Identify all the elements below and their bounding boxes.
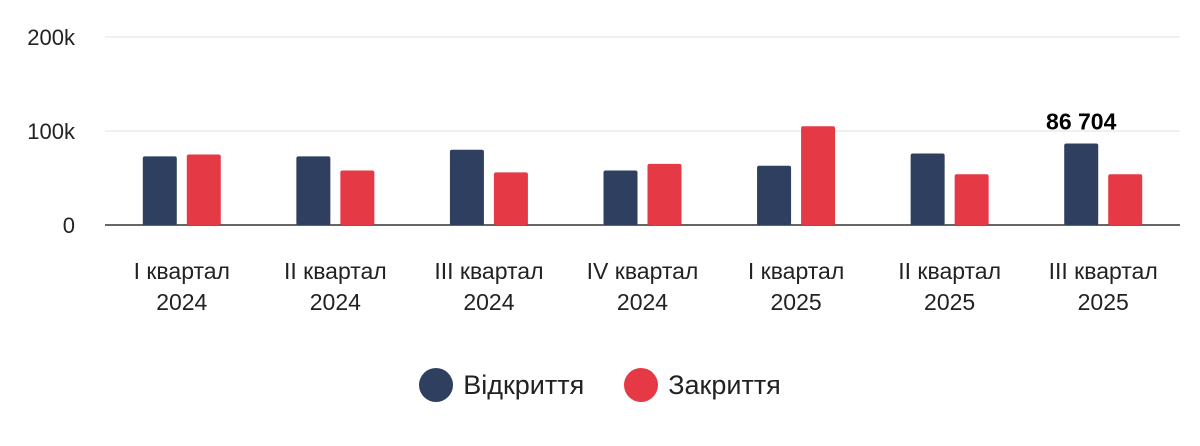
x-tick-label: 2024 [310, 289, 361, 315]
x-tick-label: I квартал [748, 258, 844, 284]
bar-closing[interactable] [493, 172, 528, 225]
x-tick-label: 2025 [924, 289, 975, 315]
legend-item-closing[interactable]: Закриття [624, 368, 781, 402]
bar-closing[interactable] [340, 170, 375, 225]
bar-closing[interactable] [186, 154, 221, 226]
x-tick-label: 2025 [770, 289, 821, 315]
x-tick-label: 2024 [463, 289, 514, 315]
bar-closing[interactable] [954, 174, 989, 225]
x-tick-label: I квартал [134, 258, 230, 284]
bar-opening[interactable] [449, 149, 484, 225]
bar-opening[interactable] [603, 170, 638, 225]
x-tick-label: 2024 [156, 289, 207, 315]
legend: Відкриття Закриття [0, 368, 1200, 402]
bar-opening[interactable] [296, 156, 331, 225]
legend-label-opening: Відкриття [463, 369, 585, 400]
bar-closing[interactable] [801, 126, 836, 225]
legend-item-opening[interactable]: Відкриття [419, 368, 584, 402]
legend-swatch-opening [419, 368, 454, 402]
x-tick-label: III квартал [1049, 258, 1158, 284]
bar-closing[interactable] [647, 163, 682, 225]
bar-opening[interactable] [142, 156, 177, 225]
bar-chart: 0 100k 200k I квартал 2024 II квартал 2024 III … [27, 25, 1180, 315]
x-tick-label: 2025 [1078, 289, 1129, 315]
x-tick-label: III квартал [434, 258, 543, 284]
bar-opening[interactable] [910, 153, 945, 225]
legend-swatch-closing [624, 368, 659, 402]
x-tick-label: 2024 [617, 289, 668, 315]
legend-label-closing: Закриття [668, 369, 781, 400]
y-tick-label: 0 [63, 213, 75, 238]
y-tick-label: 200k [27, 25, 76, 50]
bar-closing[interactable] [1108, 174, 1143, 225]
bar-opening[interactable] [757, 165, 792, 225]
y-tick-label: 100k [27, 119, 76, 144]
data-label: 86 704 [1046, 108, 1117, 134]
x-tick-label: II квартал [284, 258, 387, 284]
x-tick-label: II квартал [898, 258, 1001, 284]
x-tick-label: IV квартал [587, 258, 699, 284]
bar-opening[interactable] [1064, 143, 1099, 225]
